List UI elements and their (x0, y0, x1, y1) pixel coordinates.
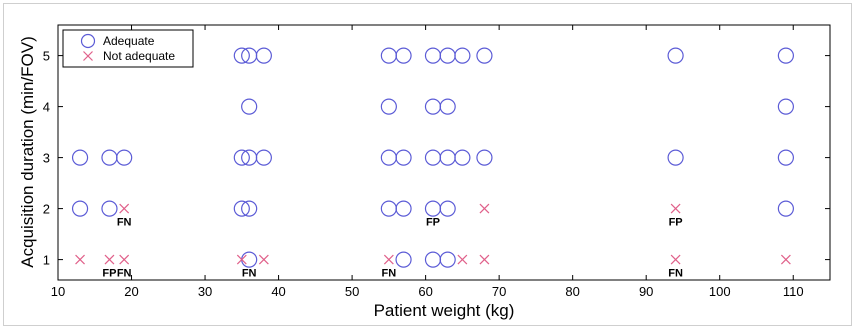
x-tick-label: 30 (198, 284, 212, 299)
x-tick-label: 10 (51, 284, 65, 299)
annotation-label: FN (242, 268, 257, 280)
adequate-point (777, 149, 794, 166)
x-tick-label: 80 (565, 284, 579, 299)
adequate-point (424, 98, 442, 115)
annotation-label: FN (117, 268, 132, 280)
x-axis-label: Patient weight (kg) (374, 301, 515, 320)
y-tick-label: 1 (43, 253, 50, 268)
not-adequate-point (479, 254, 490, 265)
adequate-point (439, 200, 456, 217)
annotation-label: FN (382, 268, 397, 280)
x-tick-label: 20 (124, 284, 138, 299)
annotation-label: FN (668, 268, 683, 280)
y-tick-label: 3 (43, 151, 50, 166)
adequate-point (454, 47, 471, 64)
not-adequate-point (670, 203, 681, 214)
adequate-point (439, 251, 456, 268)
not-adequate-point (457, 254, 468, 265)
adequate-point (241, 251, 258, 268)
adequate-point (116, 149, 133, 166)
annotation-label: FP (102, 268, 116, 280)
x-tick-label: 40 (271, 284, 285, 299)
adequate-point (101, 149, 118, 166)
y-axis-label: Acquisition duration (min/FOV) (18, 36, 37, 267)
y-tick-label: 2 (43, 202, 50, 217)
adequate-point (777, 47, 794, 64)
not-adequate-point (104, 254, 115, 265)
y-tick-label: 4 (43, 100, 50, 115)
adequate-point (476, 47, 493, 64)
adequate-point (424, 251, 442, 268)
annotation-label: FP (669, 217, 683, 229)
adequate-point (777, 200, 794, 217)
x-tick-label: 70 (492, 284, 506, 299)
ticks-layer: 10 20 30 40 50 60 70 80 90 100 110 1 2 3 4 5 (43, 25, 830, 299)
adequate-point (241, 98, 258, 115)
adequate-point (395, 251, 412, 268)
adequate-point (241, 200, 258, 217)
adequate-point (71, 200, 89, 217)
marks-layer (71, 47, 794, 268)
adequate-point (101, 200, 118, 217)
adequate-point (395, 47, 412, 64)
not-adequate-point (670, 254, 681, 265)
adequate-point (380, 200, 397, 217)
adequate-point (255, 47, 272, 64)
legend-marker-adequate (80, 33, 96, 49)
x-tick-label: 60 (418, 284, 432, 299)
adequate-point (380, 98, 397, 115)
y-tick-label: 5 (43, 49, 50, 64)
adequate-point (454, 149, 471, 166)
x-tick-label: 50 (345, 284, 359, 299)
adequate-point (395, 149, 412, 166)
legend-label: Not adequate (103, 49, 175, 63)
adequate-point (233, 149, 250, 166)
annotation-label: FN (117, 217, 132, 229)
adequate-point (255, 149, 272, 166)
legend-marker-not-adequate (83, 51, 93, 61)
adequate-point (233, 47, 250, 64)
not-adequate-point (119, 203, 130, 214)
adequate-point (777, 98, 794, 115)
legend-label: Adequate (103, 34, 155, 48)
not-adequate-point (780, 254, 791, 265)
adequate-point (424, 200, 442, 217)
x-tick-label: 90 (639, 284, 653, 299)
adequate-point (439, 98, 456, 115)
adequate-point (424, 47, 442, 64)
adequate-point (439, 149, 456, 166)
adequate-point (476, 149, 493, 166)
adequate-point (667, 149, 684, 166)
not-adequate-point (258, 254, 269, 265)
not-adequate-point (119, 254, 130, 265)
not-adequate-point (75, 254, 85, 265)
adequate-point (380, 149, 397, 166)
plot-area (57, 24, 831, 281)
not-adequate-point (383, 254, 394, 265)
adequate-point (424, 149, 442, 166)
legend-box (62, 29, 194, 68)
adequate-point (395, 200, 412, 217)
adequate-point (439, 47, 456, 64)
not-adequate-point (236, 254, 247, 265)
x-tick-label: 100 (709, 284, 731, 299)
adequate-point (380, 47, 397, 64)
adequate-point (71, 149, 89, 166)
adequate-point (233, 200, 250, 217)
annotation-label: FP (426, 217, 440, 229)
adequate-point (667, 47, 684, 64)
x-tick-label: 110 (783, 284, 804, 299)
not-adequate-point (479, 203, 490, 214)
